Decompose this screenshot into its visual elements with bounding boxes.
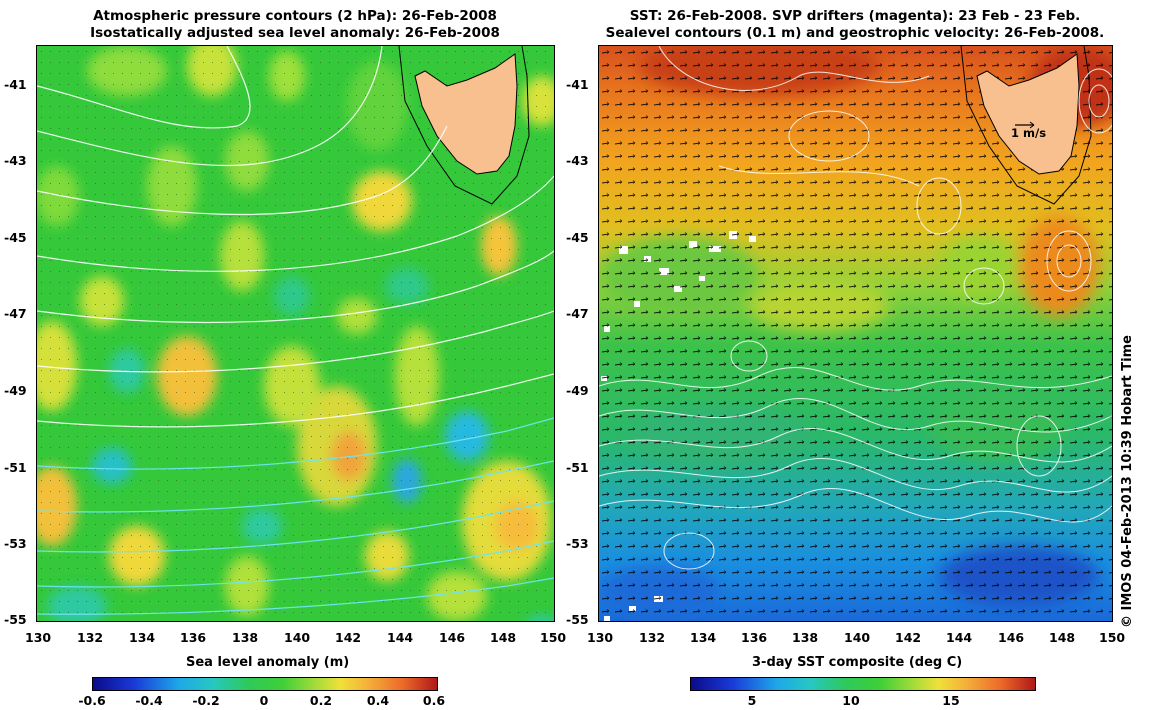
- right-y-tick: -55: [566, 612, 589, 627]
- sea-level-contours: [599, 46, 1112, 570]
- right-x-tick: 134: [690, 630, 717, 645]
- right-title-line1: SST: 26-Feb-2008. SVP drifters (magenta)…: [629, 8, 1081, 24]
- left-x-tick: 146: [439, 630, 466, 645]
- left-x-tick: 130: [25, 630, 52, 645]
- left-colorbar-tick: 0.4: [366, 693, 390, 708]
- right-y-tick: -51: [566, 460, 589, 475]
- left-title-line1: Atmospheric pressure contours (2 hPa): 2…: [93, 8, 497, 24]
- left-colorbar-tick: -0.4: [135, 693, 163, 708]
- left-x-tick: 134: [129, 630, 156, 645]
- pressure-contours-south: [37, 417, 554, 615]
- right-y-tick: -45: [566, 230, 589, 245]
- tasmania-land-sst: [976, 53, 1080, 175]
- right-y-tick: -41: [566, 77, 589, 92]
- left-y-tick: -47: [4, 306, 27, 321]
- velocity-scale-label: 1 m/s: [1011, 126, 1047, 140]
- imos-credit: © IMOS 04-Feb-2013 10:39 Hobart Time: [1120, 335, 1135, 628]
- left-y-tick: -51: [4, 460, 27, 475]
- left-colorbar-tick: 0: [259, 693, 269, 708]
- left-y-tick: -41: [4, 77, 27, 92]
- right-x-tick: 150: [1099, 630, 1126, 645]
- right-x-tick: 142: [895, 630, 922, 645]
- left-colorbar-tick: -0.6: [78, 693, 106, 708]
- right-y-tick: -43: [566, 153, 589, 168]
- left-y-tick: -53: [4, 536, 27, 551]
- left-x-tick: 136: [180, 630, 207, 645]
- left-y-tick: -45: [4, 230, 27, 245]
- tasmania-land: [414, 53, 518, 175]
- left-x-tick: 138: [232, 630, 259, 645]
- right-title-line2: Sealevel contours (0.1 m) and geostrophi…: [605, 25, 1105, 41]
- left-colorbar-tick: 0.2: [309, 693, 333, 708]
- left-y-tick: -43: [4, 153, 27, 168]
- left-x-tick: 142: [335, 630, 362, 645]
- right-y-tick: -53: [566, 536, 589, 551]
- right-x-tick: 130: [587, 630, 614, 645]
- sla-colorbar: [92, 677, 438, 691]
- left-title: Atmospheric pressure contours (2 hPa): 2…: [36, 8, 554, 42]
- right-colorbar-tick: 15: [942, 693, 960, 708]
- right-colorbar-title: 3-day SST composite (deg C): [752, 655, 963, 670]
- right-x-tick: 132: [639, 630, 666, 645]
- right-x-tick: 140: [844, 630, 871, 645]
- sst-map: 1 m/s: [598, 45, 1113, 622]
- right-y-tick: -49: [566, 383, 589, 398]
- right-colorbar-tick: 5: [747, 693, 757, 708]
- left-x-tick: 132: [77, 630, 104, 645]
- velocity-scale: [1015, 121, 1035, 129]
- left-y-tick: -49: [4, 383, 27, 398]
- left-x-tick: 150: [540, 630, 567, 645]
- left-colorbar-tick: 0.6: [422, 693, 446, 708]
- left-y-tick: -55: [4, 612, 27, 627]
- left-x-tick: 144: [387, 630, 414, 645]
- sst-map-svg: [599, 46, 1112, 621]
- right-x-tick: 146: [998, 630, 1025, 645]
- sst-colorbar: [690, 677, 1036, 691]
- shelf-contour-line: [398, 46, 530, 205]
- sla-map-svg: [37, 46, 554, 621]
- left-colorbar-title: Sea level anomaly (m): [186, 655, 350, 670]
- right-colorbar-tick: 10: [842, 693, 860, 708]
- left-x-tick: 148: [490, 630, 517, 645]
- right-x-tick: 138: [792, 630, 819, 645]
- sea-level-anomaly-map: [36, 45, 555, 622]
- right-x-tick: 144: [946, 630, 973, 645]
- left-colorbar-tick: -0.2: [192, 693, 220, 708]
- left-x-tick: 140: [284, 630, 311, 645]
- left-title-line2: Isostatically adjusted sea level anomaly…: [90, 25, 500, 41]
- right-x-tick: 136: [741, 630, 768, 645]
- right-title: SST: 26-Feb-2008. SVP drifters (magenta)…: [598, 8, 1112, 42]
- right-x-tick: 148: [1049, 630, 1076, 645]
- pressure-contours: [37, 46, 554, 428]
- right-y-tick: -47: [566, 306, 589, 321]
